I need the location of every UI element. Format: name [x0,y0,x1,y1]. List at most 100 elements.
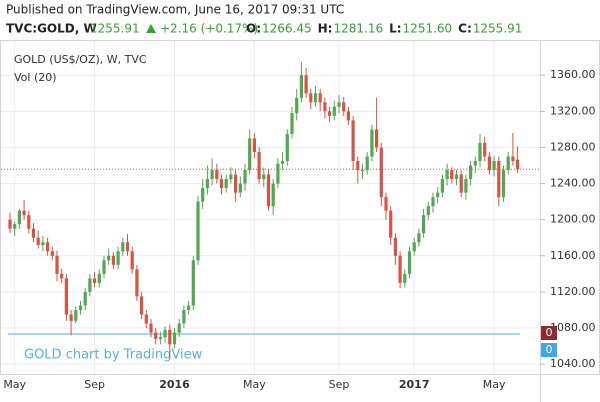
candle-body [497,160,501,198]
candle-body [64,278,68,315]
candle-body [379,147,383,198]
candle-body [384,197,388,211]
x-tick-label: 2017 [399,378,430,391]
candle-body [149,323,153,333]
candle-body [337,102,341,107]
candle-body [417,233,421,243]
candle-body [478,142,482,161]
candle-body [88,278,92,292]
candle-body [323,102,327,112]
up-arrow [146,24,156,33]
candle-body [27,215,31,229]
candle-body [41,242,45,245]
candle-body [154,332,158,339]
ohlc-label: O: [246,22,261,36]
ohlc-value: 1266.45 [262,22,312,36]
candle-body [375,129,379,148]
ohlc-value: 1255.91 [473,22,523,36]
candle-body [365,156,369,171]
volume-label: 0 [546,343,553,356]
candle-body [158,337,162,339]
candle-body [135,269,139,297]
candle-body [191,260,195,306]
y-tick-label: 1080.00 [550,321,596,334]
candle-body [360,170,365,172]
candle-body [412,242,416,252]
candle-body [17,210,21,225]
candle-body [295,97,299,114]
candle-body [473,160,477,166]
candle-body [454,174,459,180]
ohlc: O: 1266.45 H: 1281.16 L: 1251.60 C: 1255.91 [246,22,522,36]
candle-body [201,188,205,202]
candle-body [243,170,247,184]
candle-body [172,332,177,345]
symbol: TVC:GOLD, W [6,22,97,36]
candle-body [483,142,487,157]
candle-body [262,174,266,180]
candle-body [187,305,191,310]
candle-body [464,179,468,193]
candle-body [351,120,355,161]
candle-body [501,170,506,198]
candle-body [511,156,515,161]
candle-body [422,215,426,234]
y-tick-label: 1200.00 [550,213,596,226]
candle-body [252,138,256,152]
candle-body [469,165,473,180]
candle-body [22,210,26,216]
candle-body [107,255,111,261]
volume-label: 0 [546,326,553,339]
y-tick-label: 1320.00 [550,104,596,117]
candle-body [46,242,50,252]
ohlc-label: C: [458,22,472,36]
candle-body [276,163,280,184]
change: +2.16 (+0.17%) [160,22,258,36]
y-tick-label: 1120.00 [550,285,596,298]
candle-body [389,210,393,238]
x-tick-label: 2016 [159,378,190,391]
volume-label-box [541,343,557,357]
candle-body [8,219,12,229]
candle-body [328,111,332,116]
candle-body [281,160,285,164]
candle-body [304,75,308,94]
candle-body [210,170,214,180]
x-tick-label: Sep [84,378,105,391]
candle-body [431,197,435,207]
y-tick-label: 1360.00 [550,68,596,81]
candle-body [13,224,17,229]
ohlc-label: H: [318,22,333,36]
chart-subtitle: Vol (20) [14,71,57,84]
candle-body [83,291,87,306]
candle-body [130,251,134,270]
candle-body [31,228,36,238]
candle-body [393,237,397,256]
x-tick-label: May [3,378,26,391]
candle-body [229,174,233,180]
x-tick-label: May [243,378,266,391]
candle-body [318,93,322,103]
candle-body [60,273,64,279]
candle-body [506,156,510,171]
candle-body [215,170,219,180]
volume-label-box [541,326,557,340]
candle-body [309,93,313,103]
candle-body [97,273,101,283]
candle-body [93,278,97,283]
candle-body [436,192,440,198]
candle-body [346,111,350,121]
candle-body [290,113,294,134]
candle-body [111,255,115,265]
candle-body [125,242,130,252]
candle-body [285,133,289,161]
candle-body [398,255,402,283]
candle-body [144,314,148,324]
candle-body [299,75,303,98]
candle-body [69,314,73,321]
candle-body [177,323,181,333]
candle-body [426,206,430,216]
published: Published on TradingView.com, June 16, 2… [6,3,344,17]
y-tick-label: 1160.00 [550,249,596,262]
